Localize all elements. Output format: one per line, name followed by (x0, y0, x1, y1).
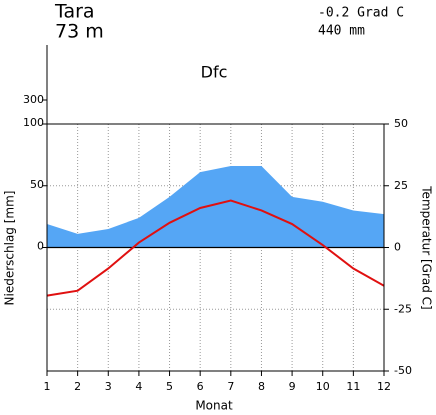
y-tick-label: 300 (23, 93, 44, 106)
x-tick-label: 10 (316, 380, 330, 393)
x-tick-label: 6 (197, 380, 204, 393)
mean-temperature: -0.2 Grad C (318, 6, 404, 21)
station-name: Tara (54, 1, 95, 23)
y-tick-label: 100 (23, 116, 44, 129)
y-tick-label: 0 (37, 240, 44, 253)
x-tick-label: 9 (289, 380, 296, 393)
x-tick-label: 1 (44, 380, 51, 393)
y2-tick-label: 25 (394, 179, 408, 192)
x-tick-label: 7 (227, 380, 234, 393)
elevation: 73 m (55, 21, 104, 43)
x-tick-label: 11 (346, 380, 360, 393)
annual-precipitation: 440 mm (318, 24, 365, 39)
x-tick-label: 4 (135, 380, 142, 393)
y2-tick-label: 50 (394, 117, 408, 130)
x-tick-label: 3 (105, 380, 112, 393)
y-tick-label: 50 (30, 178, 44, 191)
x-tick-label: 2 (74, 380, 81, 393)
precipitation-area (47, 165, 384, 248)
x-tick-label: 8 (258, 380, 265, 393)
x-tick-label: 5 (166, 380, 173, 393)
x-tick-label: 12 (377, 380, 391, 393)
y2-axis-label: Temperatur [Grad C] (420, 185, 434, 309)
y2-tick-label: -25 (394, 302, 412, 315)
y2-tick-label: -50 (394, 364, 412, 377)
y2-tick-label: 0 (394, 241, 401, 254)
x-axis-label: Monat (195, 399, 233, 413)
temperature-line (46, 199, 385, 297)
y-axis-label: Niederschlag [mm] (3, 191, 17, 306)
climate-class: Dfc (201, 63, 228, 82)
